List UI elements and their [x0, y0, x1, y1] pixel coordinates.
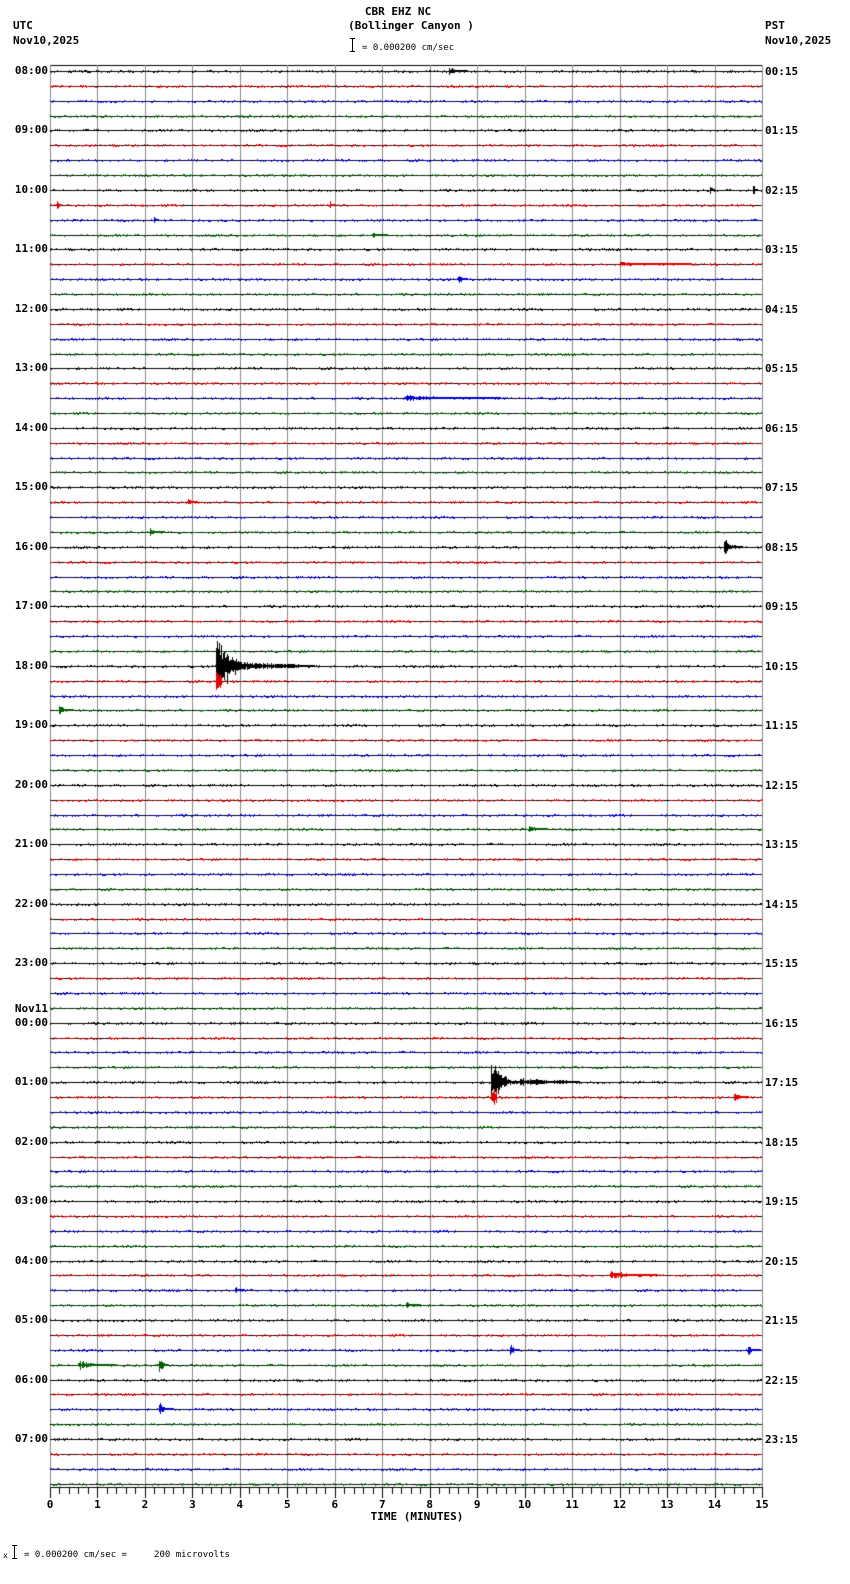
utc-hour-label: 23:00	[14, 956, 48, 969]
pst-hour-label: 10:15	[765, 660, 799, 673]
pst-hour-label: 23:15	[765, 1433, 799, 1446]
x-tick-label: 7	[378, 1498, 386, 1511]
right-date: Nov10,2025	[765, 34, 832, 47]
pst-hour-label: 08:15	[765, 541, 799, 554]
pst-hour-label: 21:15	[765, 1314, 799, 1327]
x-tick-label: 13	[660, 1498, 674, 1511]
utc-hour-label: 13:00	[14, 361, 48, 374]
utc-hour-label: 03:00	[14, 1194, 48, 1207]
x-tick-label: 3	[189, 1498, 196, 1511]
utc-hour-label: 09:00	[14, 123, 48, 136]
pst-hour-label: 05:15	[765, 362, 799, 375]
pst-hour-label: 03:15	[765, 243, 799, 256]
pst-hour-label: 07:15	[765, 481, 799, 494]
pst-hour-label: 14:15	[765, 898, 799, 911]
x-tick-label: 1	[94, 1498, 101, 1511]
footer-scale-bar-icon	[12, 1545, 17, 1559]
pst-hour-label: 01:15	[765, 124, 799, 137]
pst-hour-label: 16:15	[765, 1017, 799, 1030]
pst-hour-label: 00:15	[765, 65, 799, 78]
x-tick-label: 8	[426, 1498, 434, 1511]
pst-hour-label: 15:15	[765, 957, 799, 970]
pst-hour-label: 12:15	[765, 779, 799, 792]
left-date: Nov10,2025	[13, 34, 80, 47]
utc-hour-label: 19:00	[14, 718, 48, 731]
utc-hour-label: 12:00	[14, 302, 48, 315]
utc-hour-label: 20:00	[14, 778, 48, 791]
utc-hour-label: 10:00	[14, 183, 48, 196]
utc-hour-label: 17:00	[14, 599, 48, 612]
pst-hour-label: 02:15	[765, 184, 799, 197]
pst-hour-label: 13:15	[765, 838, 799, 851]
utc-hour-label: 04:00	[14, 1254, 48, 1267]
right-timezone: PST	[765, 19, 785, 32]
site-name: (Bollinger Canyon )	[348, 19, 474, 32]
utc-hour-label: 07:00	[14, 1432, 48, 1445]
station-title: CBR EHZ NC	[364, 5, 432, 18]
pst-hour-label: 19:15	[765, 1195, 799, 1208]
utc-hour-label: 01:00	[14, 1075, 48, 1088]
pst-hour-label: 20:15	[765, 1255, 799, 1268]
x-axis-label: TIME (MINUTES)	[370, 1510, 464, 1523]
x-tick-label: 10	[518, 1498, 532, 1511]
pst-hour-label: 18:15	[765, 1136, 799, 1149]
utc-hour-label: 21:00	[14, 837, 48, 850]
x-tick-label: 9	[473, 1498, 481, 1511]
pst-hour-label: 09:15	[765, 600, 799, 613]
x-tick-label: 15	[755, 1498, 769, 1511]
scale-text: = 0.000200 cm/sec	[362, 43, 455, 53]
footer-marker: x	[3, 1551, 8, 1560]
utc-hour-label: 08:00	[14, 64, 48, 77]
footer-scale-text: = 0.000200 cm/sec = 200 microvolts	[24, 1550, 230, 1560]
utc-hour-label: 16:00	[14, 540, 48, 553]
x-tick-label: 6	[331, 1498, 339, 1511]
utc-hour-label: 06:00	[14, 1373, 48, 1386]
x-tick-label: 0	[46, 1498, 54, 1511]
pst-hour-label: 22:15	[765, 1374, 799, 1387]
utc-hour-label: 22:00	[14, 897, 48, 910]
x-tick-label: 5	[284, 1498, 291, 1511]
pst-hour-label: 17:15	[765, 1076, 799, 1089]
utc-hour-label: 15:00	[14, 480, 48, 493]
x-tick-label: 12	[612, 1498, 627, 1511]
utc-hour-label: 00:00	[14, 1016, 48, 1029]
date-label: Nov11	[14, 1002, 48, 1015]
utc-hour-label: 14:00	[14, 421, 48, 434]
left-timezone: UTC	[13, 19, 33, 32]
utc-hour-label: 11:00	[14, 242, 48, 255]
pst-hour-label: 04:15	[765, 303, 799, 316]
utc-hour-label: 18:00	[14, 659, 48, 672]
pst-hour-label: 06:15	[765, 422, 799, 435]
scale-bar-icon	[350, 38, 355, 52]
utc-hour-label: 05:00	[14, 1313, 48, 1326]
x-tick-label: 14	[707, 1498, 722, 1511]
utc-hour-label: 02:00	[14, 1135, 48, 1148]
pst-hour-label: 11:15	[765, 719, 799, 732]
x-tick-label: 4	[236, 1498, 244, 1511]
x-tick-label: 11	[565, 1498, 579, 1511]
x-tick-label: 2	[141, 1498, 149, 1511]
